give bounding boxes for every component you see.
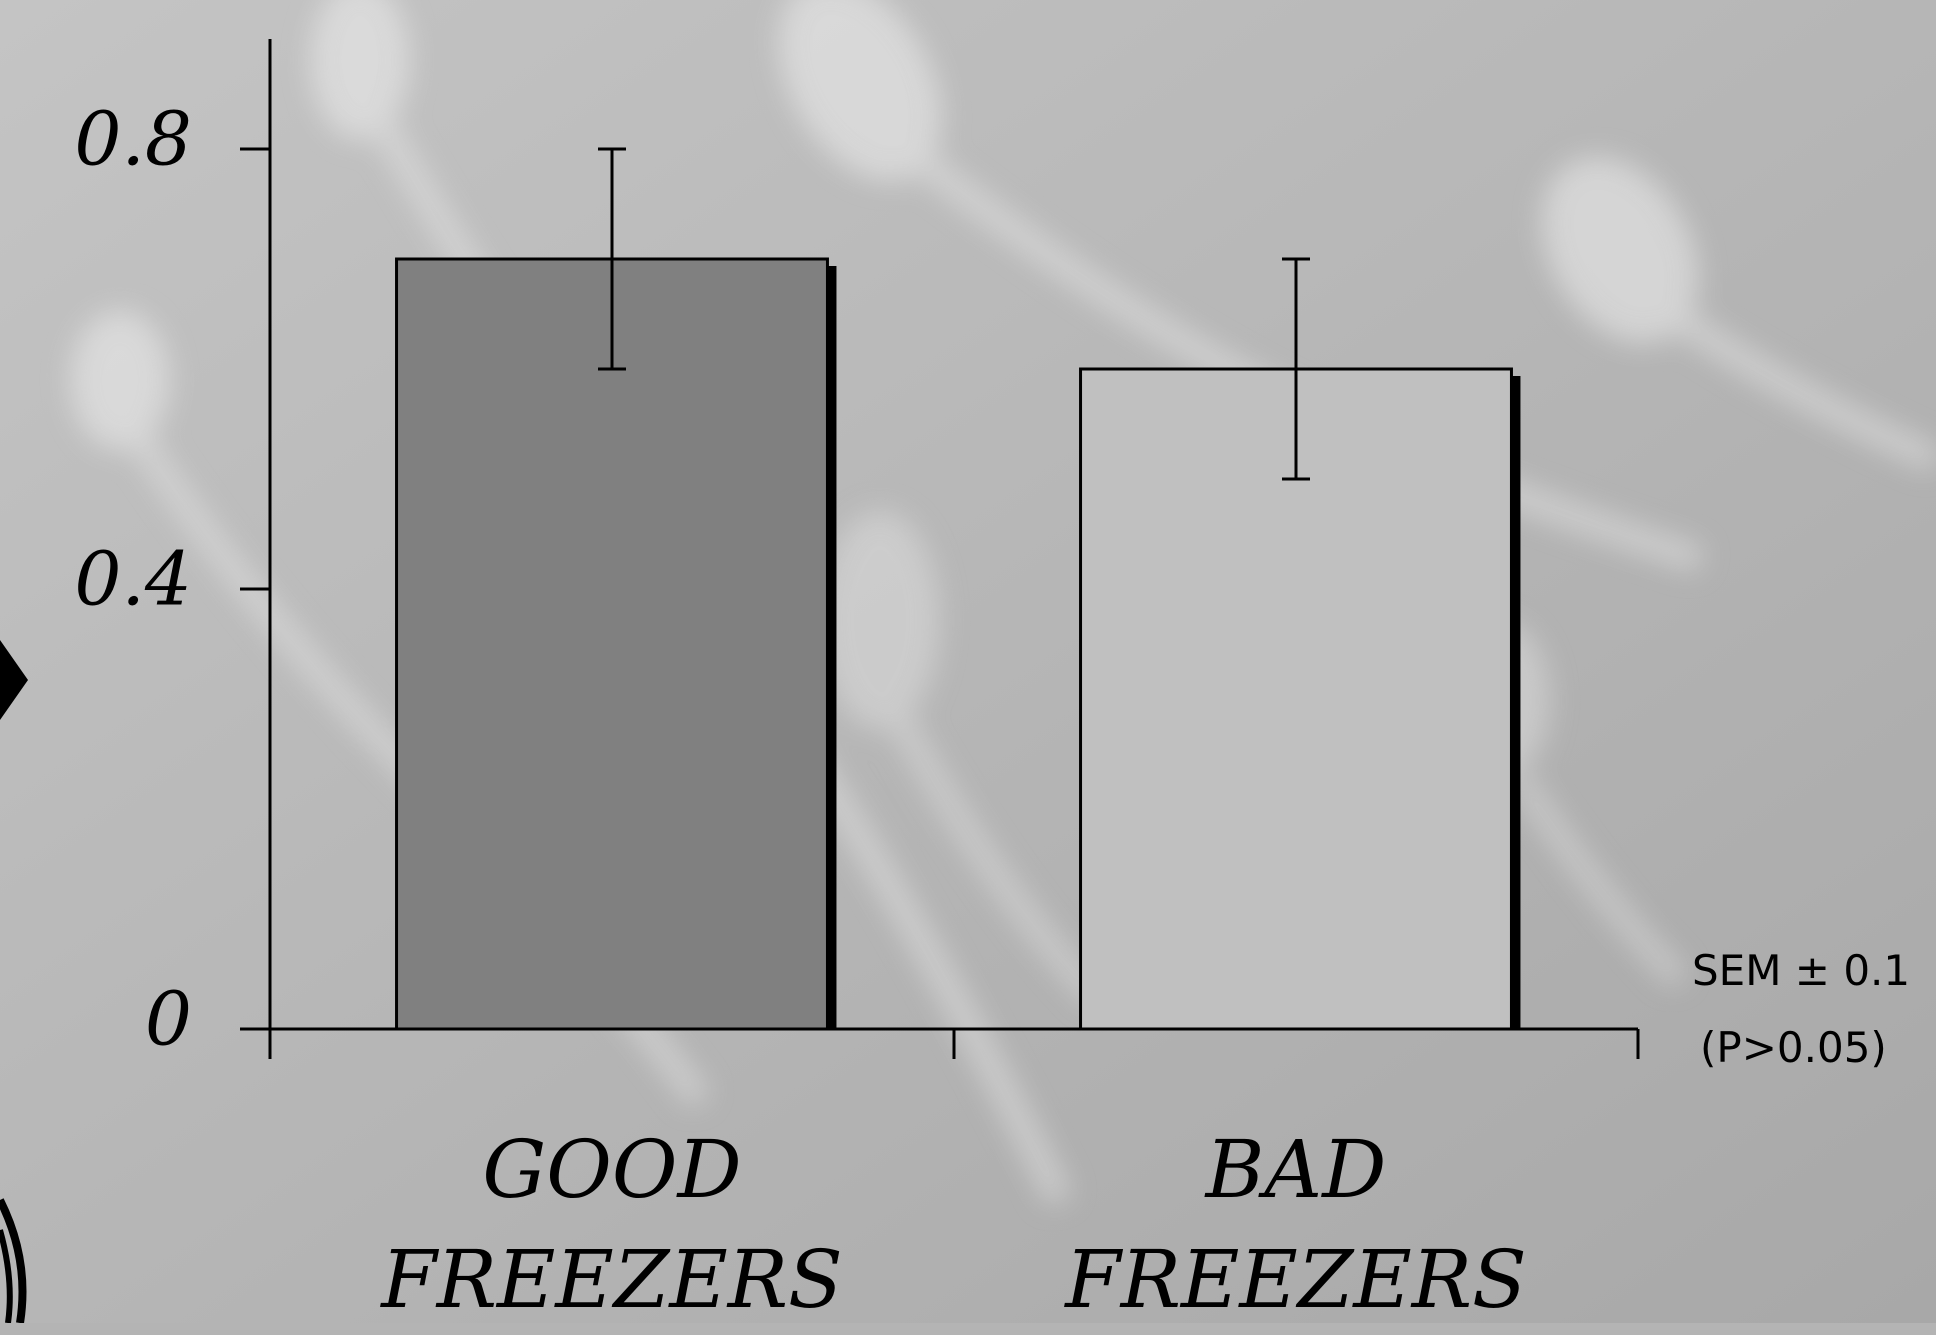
y-tick-label: 0.8 (74, 96, 192, 182)
chart: SEM ± 0.1 (P>0.05) 0 0.4 0.8 (0, 0, 1936, 1323)
x-tick-label: BAD FREEZERS (1036, 1115, 1556, 1335)
x-tick-label: GOOD FREEZERS (352, 1115, 872, 1335)
bar (397, 259, 828, 1029)
page: SEM ± 0.1 (P>0.05) 00.40.8 (() => { cons… (0, 0, 1936, 1323)
y-tick-label: 0.4 (74, 536, 192, 622)
annotation: (P>0.05) (1700, 1023, 1887, 1072)
y-tick-label: 0 (145, 976, 192, 1062)
annotation: SEM ± 0.1 (1692, 946, 1910, 995)
